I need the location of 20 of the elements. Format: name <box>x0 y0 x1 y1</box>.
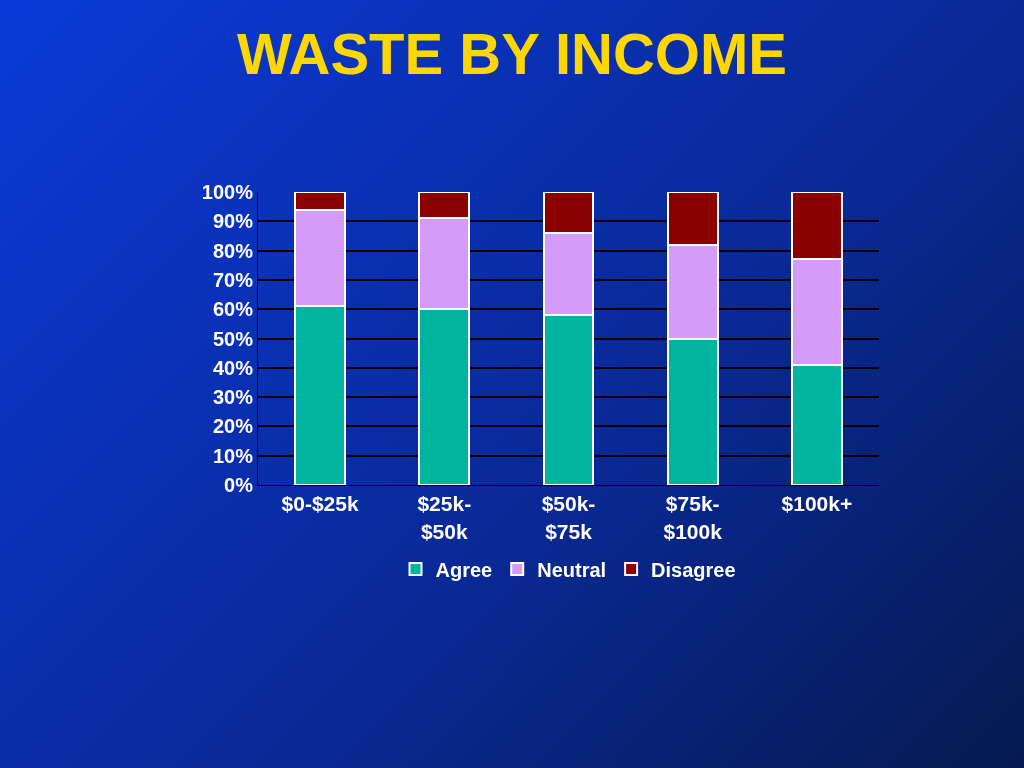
x-tick-label: $100k+ <box>781 492 853 516</box>
x-tick-label: $75k- $100k <box>663 492 723 543</box>
legend-label: Neutral <box>537 558 607 581</box>
x-tick-label: $0-$25k <box>281 492 359 516</box>
y-tick-label: 10% <box>212 444 254 467</box>
y-tick-label: 50% <box>212 327 254 350</box>
chart-title: WASTE BY INCOME <box>237 21 787 87</box>
y-tick-label: 40% <box>212 356 254 379</box>
y-tick-label: 0% <box>224 474 254 496</box>
legend-label: Agree <box>435 558 493 581</box>
legend-label: Disagree <box>651 558 736 581</box>
y-tick-label: 70% <box>212 268 254 291</box>
y-tick-label: 90% <box>212 210 254 233</box>
y-tick-label: 80% <box>212 239 254 262</box>
y-tick-label: 100% <box>201 181 254 203</box>
x-tick-label: $50k- $75k <box>541 492 596 543</box>
y-tick-label: 20% <box>212 415 254 438</box>
x-tick-label: $25k- $50k <box>417 492 472 543</box>
y-tick-label: 60% <box>212 298 254 321</box>
y-tick-label: 30% <box>212 386 254 409</box>
